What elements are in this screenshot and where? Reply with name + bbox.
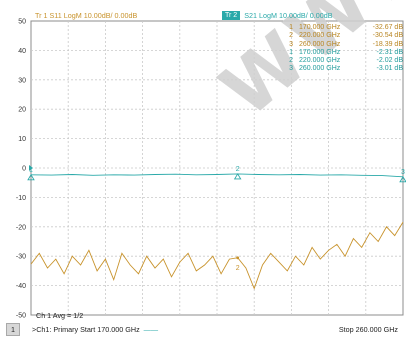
marker-label: 2 bbox=[236, 265, 240, 272]
marker-triangle-icon bbox=[399, 175, 406, 183]
marker-row[interactable]: 3 260.000 GHz -3.01 dB bbox=[283, 65, 406, 73]
trace-header-s11[interactable]: Tr 1 S11 LogM 10.00dB/ 0.00dB bbox=[35, 11, 138, 20]
marker-label: 2 bbox=[236, 166, 240, 173]
y-tick-label: -50 bbox=[16, 313, 26, 320]
status-stop: Stop 260.000 GHz bbox=[338, 325, 398, 334]
marker-triangle-icon bbox=[233, 173, 242, 180]
marker-value: -2.31 dB bbox=[376, 48, 403, 56]
markers: 2 1 2 3 bbox=[27, 165, 406, 272]
marker-number: 3 bbox=[289, 40, 293, 48]
marker-number: 1 bbox=[289, 48, 293, 56]
marker-number: 1 bbox=[289, 24, 293, 31]
marker-frequency: 170.000 GHz bbox=[299, 48, 341, 56]
trace-header-s21[interactable]: Tr 2 S21 LogM 10.00dB/ 0.00dB bbox=[222, 11, 333, 20]
y-tick-label: 50 bbox=[18, 19, 26, 26]
marker-value: -2.02 dB bbox=[376, 57, 403, 65]
marker-row[interactable]: 1 170.000 GHz -32.67 dB bbox=[283, 24, 406, 32]
marker-value: -30.54 dB bbox=[372, 32, 403, 40]
traces bbox=[30, 173, 404, 290]
marker-frequency: 260.000 GHz bbox=[299, 40, 341, 48]
marker-label: 3 bbox=[401, 169, 405, 176]
marker-row[interactable]: 3 260.000 GHz -18.39 dB bbox=[283, 41, 406, 49]
y-tick-label: -20 bbox=[16, 224, 26, 231]
reference-level-arrow-icon bbox=[29, 165, 33, 171]
status-bar: 1 >Ch1: Primary Start 170.000 GHz —— Sto… bbox=[0, 322, 406, 338]
y-tick-labels: 50 40 30 20 10 0 -10 -20 -30 -40 -50 bbox=[16, 19, 26, 320]
marker-frequency: 170.000 GHz bbox=[299, 24, 341, 31]
marker-number: 3 bbox=[289, 65, 293, 73]
marker-number: 2 bbox=[289, 57, 293, 65]
status-start: >Ch1: Primary Start 170.000 GHz —— bbox=[32, 325, 158, 334]
y-tick-label: 0 bbox=[22, 166, 26, 173]
channel-average: Ch 1 Avg = 1/2 bbox=[36, 311, 84, 320]
trace-line-icon: —— bbox=[141, 325, 159, 334]
marker-value: -3.01 dB bbox=[376, 65, 403, 73]
y-tick-label: 30 bbox=[18, 77, 26, 84]
marker-value: -32.67 dB bbox=[372, 24, 403, 31]
y-tick-label: 40 bbox=[18, 48, 26, 55]
marker-row[interactable]: 2 220.000 GHz -2.02 dB bbox=[283, 57, 406, 65]
marker-number: 2 bbox=[289, 32, 293, 40]
marker-frequency: 220.000 GHz bbox=[299, 32, 341, 40]
active-trace-badge: Tr 2 bbox=[222, 11, 241, 20]
y-tick-label: 10 bbox=[18, 136, 26, 143]
marker-label: 1 bbox=[29, 167, 33, 174]
marker-table: 1 170.000 GHz -32.67 dB 2 220.000 GHz -30.54 … bbox=[283, 24, 406, 74]
marker-row[interactable]: 2 220.000 GHz -30.54 dB bbox=[283, 32, 406, 40]
channel-number-button[interactable]: 1 bbox=[6, 323, 20, 336]
marker-point bbox=[236, 256, 240, 260]
marker-triangle-icon bbox=[27, 173, 35, 181]
y-tick-label: -40 bbox=[16, 283, 26, 290]
status-start-text: >Ch1: Primary Start 170.000 GHz bbox=[32, 325, 140, 334]
marker-value: -18.39 dB bbox=[372, 40, 403, 48]
trace-line-s21 bbox=[30, 173, 404, 178]
y-tick-label: 20 bbox=[18, 107, 26, 114]
trace-line-s11 bbox=[30, 221, 404, 290]
y-tick-label: -30 bbox=[16, 254, 26, 261]
y-tick-label: -10 bbox=[16, 195, 26, 202]
marker-frequency: 260.000 GHz bbox=[299, 65, 341, 73]
marker-frequency: 220.000 GHz bbox=[299, 57, 341, 65]
marker-row[interactable]: 1 170.000 GHz -2.31 dB bbox=[283, 49, 406, 57]
trace-header-s21-label: S21 LogM 10.00dB/ 0.00dB bbox=[244, 11, 333, 20]
